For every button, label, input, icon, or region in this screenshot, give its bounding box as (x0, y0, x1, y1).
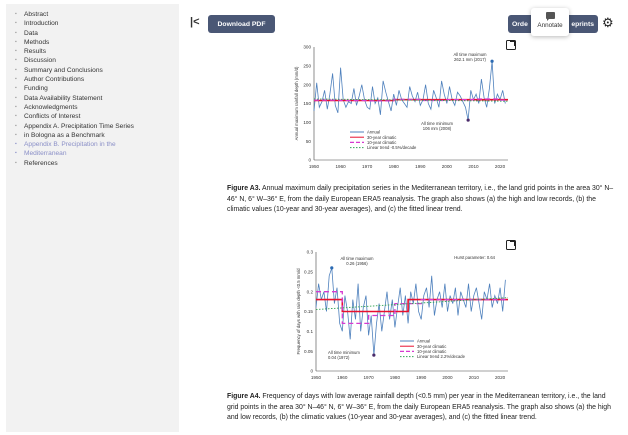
x-tick-label: 1970 (362, 164, 373, 169)
legend-label: 30-year climatic (367, 135, 396, 140)
x-tick-label: 2010 (469, 375, 480, 380)
sidebar-item[interactable]: in Bologna as a Benchmark (14, 131, 179, 141)
sidebar-item[interactable]: Appendix A. Precipitation Time Series (14, 122, 179, 132)
ten-year-climatic-line (316, 291, 508, 325)
figure-a4-caption: Figure A4. Frequency of days with low av… (227, 392, 617, 424)
annotation-value: 262.1 mm (2017) (454, 57, 486, 62)
annotation-label: All time minimum (421, 121, 453, 126)
figure-a4-chart: 1950 1960 1970 1980 1990 2000 2010 2020 0 0.05 0.1… (290, 246, 520, 384)
figure-a4-caption-label: Figure A4. (227, 393, 261, 400)
y-axis-label: Frequency of days with rain depth <0.5 m… (296, 268, 301, 355)
y-tick-label: 0.2 (307, 289, 314, 294)
y-tick-label: 0.15 (304, 309, 313, 314)
figure-a3-caption: Figure A3. Annual maximum daily precipit… (227, 184, 617, 216)
expand-figure-a3-icon[interactable] (506, 40, 516, 50)
record-point (466, 118, 470, 122)
sidebar-item[interactable]: Abstract (14, 10, 179, 20)
sidebar-item[interactable]: References (14, 159, 179, 169)
download-pdf-label: Download PDF (217, 20, 266, 28)
y-axis-label: Annual maximum rainfall depth (mm/d) (294, 66, 299, 140)
expand-figure-a4-icon[interactable] (506, 240, 516, 250)
record-point (372, 353, 376, 357)
linear-trend-line (313, 98, 509, 102)
sidebar-item[interactable]: Data (14, 29, 179, 39)
sidebar-item[interactable]: Author Contributions (14, 75, 179, 85)
x-tick-label: 1990 (415, 164, 426, 169)
x-tick-label: 1970 (363, 375, 374, 380)
y-tick-label: 0 (310, 369, 313, 374)
y-tick-label: 0.25 (304, 269, 313, 274)
legend-label: 10-year climatic (367, 140, 396, 145)
sidebar-item[interactable]: Funding (14, 84, 179, 94)
legend-label: Linear trend 2.2%/decade (417, 354, 466, 359)
sidebar-item[interactable]: Acknowledgments (14, 103, 179, 113)
figure-a3-chart: 1950 1960 1970 1980 1990 2000 2010 2020 0 50 100 15… (290, 38, 520, 174)
sidebar-item[interactable]: Data Availability Statement (14, 94, 179, 104)
figure-a4-svg: 1950 1960 1970 1980 1990 2000 2010 2020 0 0.05 0.1… (296, 250, 509, 380)
y-tick-label: 150 (303, 101, 311, 106)
annotate-icon (545, 12, 555, 21)
y-tick-label: 0.1 (307, 329, 314, 334)
sidebar-item[interactable]: Discussion (14, 56, 179, 66)
annotation-label: All time maximum (453, 52, 487, 57)
legend-label: 10-year climatic (417, 349, 446, 354)
linear-trend-line (315, 297, 509, 310)
record-point (490, 59, 494, 63)
sidebar-item[interactable]: Appendix B. Precipitation in the (14, 140, 179, 150)
x-tick-label: 2010 (468, 164, 479, 169)
y-tick-label: 100 (303, 120, 311, 125)
legend-label: Linear trend -0.5%/decade (367, 145, 417, 150)
x-tick-label: 2020 (495, 164, 506, 169)
collapse-sidebar-button[interactable]: |< (190, 17, 200, 28)
annotation-value: 0.26 (1956) (346, 261, 368, 266)
y-tick-label: 0.05 (304, 349, 313, 354)
order-label-left: Orde (512, 20, 528, 28)
figure-a3-caption-text: Annual maximum daily precipitation serie… (227, 185, 614, 214)
annual-series-line (313, 61, 506, 121)
legend-label: 30-year climatic (417, 344, 446, 349)
sidebar-item[interactable]: Summary and Conclusions (14, 66, 179, 76)
y-tick-label: 50 (306, 139, 312, 144)
annotation-value: 106 mm (2008) (423, 126, 452, 131)
y-tick-label: 0.3 (307, 250, 314, 255)
annotation-value: 0.04 (1972) (328, 355, 350, 360)
sidebar-item[interactable]: Mediterranean (14, 149, 179, 159)
x-tick-label: 1960 (335, 164, 346, 169)
legend-label: Annual (417, 339, 430, 344)
x-tick-label: 2000 (442, 375, 453, 380)
x-tick-label: 1990 (416, 375, 427, 380)
table-of-contents-sidebar: AbstractIntroductionDataMethodsResultsDi… (6, 4, 179, 432)
collapse-left-icon: |< (190, 16, 200, 28)
order-label-right: eprints (571, 20, 594, 28)
figure-a3-caption-label: Figure A3. (227, 185, 261, 192)
annotation-label: All time maximum (340, 256, 374, 261)
x-tick-label: 2000 (442, 164, 453, 169)
legend-label: Annual (367, 130, 380, 135)
y-tick-label: 0 (308, 158, 311, 163)
x-tick-label: 2020 (495, 375, 506, 380)
toc-list: AbstractIntroductionDataMethodsResultsDi… (6, 4, 179, 168)
annotation-label: Hurst parameter: 0.64 (454, 255, 495, 260)
annotate-popup[interactable]: Annotate (531, 8, 569, 36)
y-tick-label: 200 (303, 82, 311, 87)
figure-a3-svg: 1950 1960 1970 1980 1990 2000 2010 2020 0 50 100 15… (294, 45, 509, 169)
gear-icon[interactable]: ⚙ (602, 15, 614, 30)
sidebar-item[interactable]: Conflicts of Interest (14, 112, 179, 122)
x-tick-label: 1950 (309, 164, 320, 169)
x-tick-label: 1980 (390, 375, 401, 380)
annotate-label: Annotate (537, 22, 563, 29)
record-point (330, 266, 334, 270)
x-tick-label: 1960 (337, 375, 348, 380)
x-tick-label: 1950 (311, 375, 322, 380)
annotation-label: All time minimum (328, 350, 360, 355)
x-tick-label: 1980 (389, 164, 400, 169)
figure-a4-caption-text: Frequency of days with low average rainf… (227, 393, 611, 422)
y-tick-label: 300 (303, 45, 311, 50)
sidebar-item[interactable]: Results (14, 47, 179, 57)
sidebar-item[interactable]: Introduction (14, 19, 179, 29)
sidebar-item[interactable]: Methods (14, 38, 179, 48)
download-pdf-button[interactable]: Download PDF (208, 15, 275, 33)
y-tick-label: 250 (303, 63, 311, 68)
